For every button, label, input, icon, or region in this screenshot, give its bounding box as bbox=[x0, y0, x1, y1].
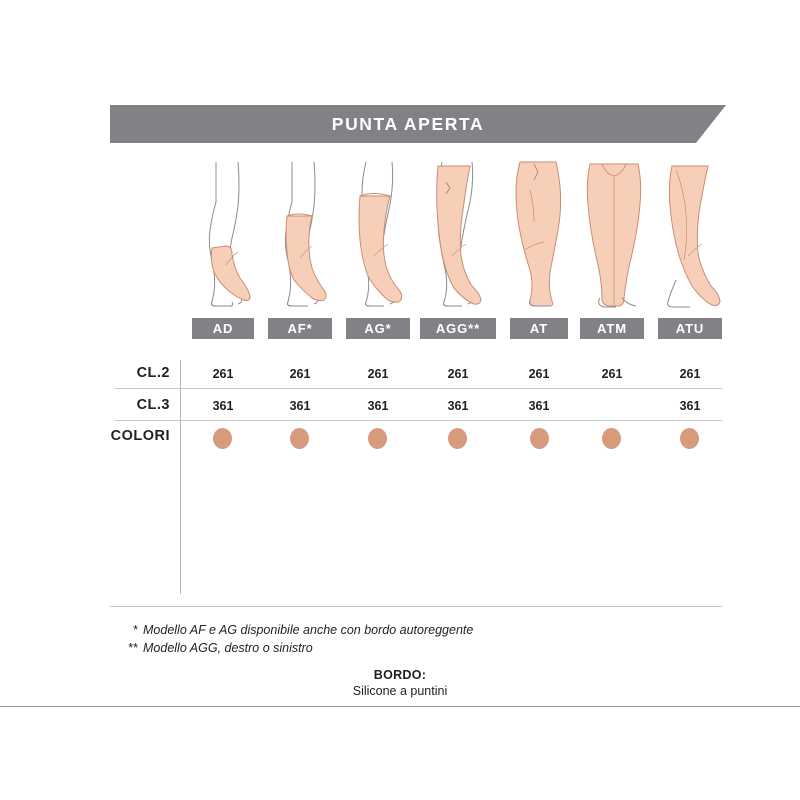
color-swatch-af[interactable] bbox=[290, 428, 309, 449]
bordo-label: BORDO: bbox=[373, 668, 427, 682]
page-title: PUNTA APERTA bbox=[331, 113, 485, 134]
figure-strip bbox=[180, 160, 722, 310]
model-chip-atu[interactable]: ATU bbox=[658, 318, 722, 339]
model-chip-ad[interactable]: AD bbox=[192, 318, 254, 339]
color-swatch-at[interactable] bbox=[530, 428, 549, 449]
model-chip-label: AD bbox=[212, 321, 234, 336]
color-swatch-atu[interactable] bbox=[680, 428, 699, 449]
cell-cl2-agg: 261 bbox=[447, 367, 469, 381]
footnote-double-asterisk: ** Modello AGG, destro o sinistro bbox=[116, 641, 313, 655]
model-chip-atm[interactable]: ATM bbox=[580, 318, 644, 339]
cell-cl3-at: 361 bbox=[528, 399, 550, 413]
model-chip-label: AGG** bbox=[435, 321, 481, 336]
table-vertical-divider bbox=[180, 360, 181, 594]
bordo-value: Silicone a puntini bbox=[352, 684, 448, 698]
cell-cl3-ag: 361 bbox=[367, 399, 389, 413]
model-chip-label: ATM bbox=[597, 321, 627, 336]
color-swatch-agg[interactable] bbox=[448, 428, 467, 449]
cell-cl2-af: 261 bbox=[289, 367, 311, 381]
figure-agg bbox=[416, 160, 492, 310]
figure-ad bbox=[186, 160, 262, 310]
model-chip-label: AG* bbox=[364, 321, 392, 336]
color-swatch-atm[interactable] bbox=[602, 428, 621, 449]
banner-background bbox=[110, 105, 726, 143]
footnote-text: Modello AF e AG disponibile anche con bo… bbox=[143, 623, 474, 637]
figure-ag bbox=[338, 160, 414, 310]
model-chip-label: AT bbox=[529, 321, 549, 336]
table-row-divider bbox=[115, 420, 722, 421]
row-label-cl3: CL.3 bbox=[136, 397, 170, 413]
model-code-row: AD AF* AG* AGG** AT ATM ATU bbox=[180, 318, 722, 339]
cell-cl3-atu: 361 bbox=[679, 399, 701, 413]
model-chip-label: AF* bbox=[287, 321, 313, 336]
footnote-divider bbox=[110, 606, 722, 607]
footnote-text: Modello AGG, destro o sinistro bbox=[143, 641, 313, 655]
model-chip-af[interactable]: AF* bbox=[268, 318, 332, 339]
color-swatch-ag[interactable] bbox=[368, 428, 387, 449]
model-chip-label: ATU bbox=[675, 321, 705, 336]
page-bottom-divider bbox=[0, 706, 800, 707]
cell-cl2-atu: 261 bbox=[679, 367, 701, 381]
footnote-marker: ** bbox=[128, 641, 138, 655]
row-label-colori: COLORI bbox=[110, 428, 170, 444]
model-chip-at[interactable]: AT bbox=[510, 318, 568, 339]
footnote-marker: * bbox=[133, 623, 138, 637]
model-chip-ag[interactable]: AG* bbox=[346, 318, 410, 339]
header-banner: PUNTA APERTA bbox=[110, 105, 726, 143]
specification-table: CL.2 261 261 261 261 261 261 261 CL.3 36… bbox=[100, 356, 722, 596]
cell-cl2-ad: 261 bbox=[212, 367, 234, 381]
cell-cl2-atm: 261 bbox=[601, 367, 623, 381]
cell-cl3-ad: 361 bbox=[212, 399, 234, 413]
model-chip-agg[interactable]: AGG** bbox=[420, 318, 496, 339]
cell-cl2-ag: 261 bbox=[367, 367, 389, 381]
table-row-divider bbox=[115, 388, 722, 389]
row-label-cl2: CL.2 bbox=[136, 365, 170, 381]
footnote-single-asterisk: * Modello AF e AG disponibile anche con b… bbox=[116, 623, 473, 637]
figure-af bbox=[262, 160, 338, 310]
color-swatch-ad[interactable] bbox=[213, 428, 232, 449]
figure-atu bbox=[654, 160, 730, 310]
cell-cl2-at: 261 bbox=[528, 367, 550, 381]
cell-cl3-agg: 361 bbox=[447, 399, 469, 413]
figure-at bbox=[500, 160, 576, 310]
cell-cl3-af: 361 bbox=[289, 399, 311, 413]
figure-atm bbox=[576, 160, 652, 310]
